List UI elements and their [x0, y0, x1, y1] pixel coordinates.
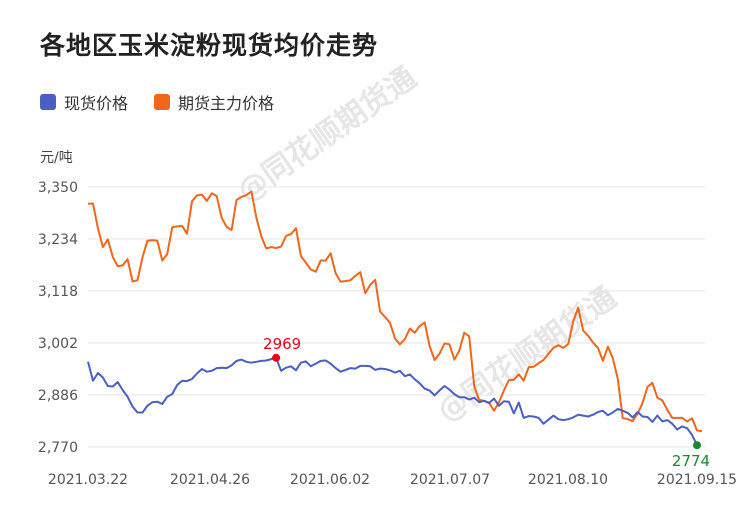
legend-label-spot: 现货价格 [64, 94, 129, 113]
y-tick-label: 2,770 [38, 440, 78, 456]
y-tick-label: 3,350 [38, 180, 78, 196]
max-point-label: 2969 [263, 335, 301, 353]
max-point-marker [272, 353, 281, 362]
x-tick-label: 2021.09.15 [657, 472, 737, 488]
y-tick-label: 2,886 [38, 388, 78, 404]
legend-item-spot[interactable]: 现货价格 [40, 90, 128, 114]
x-tick-label: 2021.06.02 [290, 472, 370, 488]
legend-swatch-futures [154, 94, 171, 110]
y-tick-label: 3,118 [38, 284, 78, 300]
series-lines [87, 190, 703, 446]
grid-lines [88, 186, 705, 448]
x-axis-tick-labels: 2021.03.22 2021.04.26 2021.06.02 2021.07.07… [48, 472, 737, 488]
y-axis-tick-labels: 3,350 3,234 3,118 3,002 2,886 2,770 [38, 180, 78, 456]
x-tick-label: 2021.03.22 [48, 472, 128, 488]
min-point-label: 2774 [672, 452, 710, 470]
x-tick-label: 2021.07.07 [410, 472, 490, 488]
annotation-markers: 2969 2774 [263, 335, 710, 470]
x-tick-label: 2021.08.10 [528, 472, 608, 488]
series-line-spot [87, 356, 698, 446]
min-point-marker [693, 441, 701, 450]
y-tick-label: 3,234 [38, 232, 78, 248]
y-tick-label: 3,002 [38, 336, 78, 352]
series-line-futures [88, 190, 703, 433]
chart-legend: 现货价格 期货主力价格 [40, 90, 300, 114]
page-title: 各地区玉米淀粉现货均价走势 [40, 31, 379, 60]
legend-label-futures: 期货主力价格 [178, 94, 275, 113]
y-axis-unit-label: 元/吨 [40, 150, 73, 166]
legend-item-futures[interactable]: 期货主力价格 [154, 90, 274, 114]
x-tick-label: 2021.04.26 [170, 472, 250, 488]
legend-swatch-spot [40, 94, 56, 110]
